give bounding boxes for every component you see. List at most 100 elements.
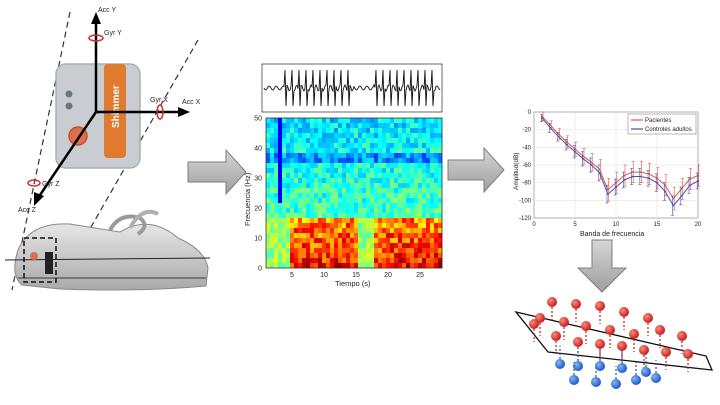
spectrogram-cell bbox=[298, 163, 303, 169]
spectrogram-cell bbox=[342, 153, 347, 159]
spectrogram-cell bbox=[410, 233, 415, 239]
spectrogram-cell bbox=[394, 203, 399, 209]
spectrogram-cell bbox=[410, 258, 415, 264]
spectrogram-cell bbox=[314, 263, 319, 269]
flow-arrow-2 bbox=[447, 146, 505, 194]
spectrogram-cell bbox=[430, 148, 435, 154]
spectrogram-cell bbox=[302, 223, 307, 229]
spectrogram-cell bbox=[430, 158, 435, 164]
spectrogram-cell bbox=[274, 248, 279, 254]
spectrogram-cell bbox=[322, 168, 327, 174]
spectrogram-cell bbox=[270, 203, 275, 209]
spectrogram-cell bbox=[390, 238, 395, 244]
spectrogram-cell bbox=[298, 243, 303, 249]
spectrogram-cell bbox=[302, 128, 307, 134]
spectrogram-cell bbox=[374, 248, 379, 254]
spectrogram-cell bbox=[310, 123, 315, 129]
spectrogram-cell bbox=[402, 243, 407, 249]
spectrogram-cell bbox=[390, 163, 395, 169]
spectrogram-cell bbox=[406, 173, 411, 179]
spectrogram-cell bbox=[314, 168, 319, 174]
spectrogram-cell bbox=[350, 178, 355, 184]
spectrogram-cell bbox=[350, 203, 355, 209]
spectrogram-cell bbox=[274, 238, 279, 244]
spectrogram-cell bbox=[270, 248, 275, 254]
spectrogram-cell bbox=[366, 228, 371, 234]
spectrogram-cell bbox=[374, 173, 379, 179]
spectrogram-cell bbox=[278, 223, 283, 229]
spectrogram-cell bbox=[346, 173, 351, 179]
spectrogram-cell bbox=[370, 178, 375, 184]
spectrogram-cell bbox=[274, 178, 279, 184]
spectrogram-cell bbox=[290, 263, 295, 269]
spectrogram-cell bbox=[282, 118, 287, 124]
spectrogram-cell bbox=[362, 168, 367, 174]
spectrogram-cell bbox=[310, 208, 315, 214]
spectrogram-cell bbox=[390, 148, 395, 154]
spectrogram-cell bbox=[394, 128, 399, 134]
spectrogram-cell bbox=[350, 218, 355, 224]
spectrogram-cell bbox=[314, 183, 319, 189]
spectrogram-cell bbox=[426, 218, 431, 224]
spectrogram-cell bbox=[290, 143, 295, 149]
spectrogram-cell bbox=[418, 238, 423, 244]
spectrogram-cell bbox=[306, 193, 311, 199]
spectrogram-cell bbox=[410, 148, 415, 154]
spectrogram-cell bbox=[398, 243, 403, 249]
spectrogram-cell bbox=[370, 253, 375, 259]
spectrogram-cell bbox=[274, 203, 279, 209]
chart-x-tick: 0 bbox=[532, 222, 536, 228]
class-point-red bbox=[643, 313, 653, 323]
spectrogram-cell bbox=[290, 258, 295, 264]
data-point bbox=[565, 141, 568, 143]
spectrogram-cell bbox=[386, 238, 391, 244]
spectrogram-cell bbox=[390, 218, 395, 224]
spectrogram-cell bbox=[266, 213, 271, 219]
spectrogram-cell bbox=[358, 233, 363, 239]
spectrogram-cell bbox=[322, 213, 327, 219]
spectrogram-cell bbox=[406, 158, 411, 164]
spectrogram-cell bbox=[278, 173, 283, 179]
spectrogram-cell bbox=[306, 243, 311, 249]
spectrogram-cell bbox=[266, 188, 271, 194]
spectrogram-cell bbox=[402, 148, 407, 154]
spectrogram-cell bbox=[358, 253, 363, 259]
spectrogram-cell bbox=[350, 223, 355, 229]
spectrogram-cell bbox=[290, 198, 295, 204]
spectrogram-cell bbox=[362, 133, 367, 139]
spectrogram-cell bbox=[414, 163, 419, 169]
spectrogram-cell bbox=[386, 118, 391, 124]
spectrogram-cell bbox=[282, 133, 287, 139]
spectrogram-cell bbox=[430, 178, 435, 184]
spectrogram-cell bbox=[422, 193, 427, 199]
spectrogram-cell bbox=[370, 223, 375, 229]
spectrogram-cell bbox=[302, 253, 307, 259]
spectrogram-cell bbox=[374, 223, 379, 229]
gyr-y-rotation-icon bbox=[88, 34, 104, 42]
spectrogram-cell bbox=[334, 128, 339, 134]
spectrogram-cell bbox=[306, 178, 311, 184]
spectrogram-cell bbox=[286, 228, 291, 234]
spectrogram-cell bbox=[398, 123, 403, 129]
spectrogram-cell bbox=[438, 258, 443, 264]
spectrogram-cell bbox=[406, 188, 411, 194]
spectrogram-cell bbox=[358, 238, 363, 244]
spectrogram-cell bbox=[390, 118, 395, 124]
spectrogram-cell bbox=[366, 203, 371, 209]
spectrogram-cell bbox=[294, 143, 299, 149]
spectrogram-cell bbox=[394, 213, 399, 219]
axis-x-arrowhead bbox=[178, 107, 190, 117]
spectrogram-cell bbox=[338, 213, 343, 219]
spectrogram-cell bbox=[294, 248, 299, 254]
spectrogram-panel: 50 40 30 20 10 0 5 10 15 20 25 Frecuencia (Hz) Ti… bbox=[243, 63, 443, 288]
spectrogram-cell bbox=[394, 133, 399, 139]
spectrogram-cell bbox=[422, 213, 427, 219]
spectrogram-cell bbox=[374, 208, 379, 214]
spectrogram-cell bbox=[342, 233, 347, 239]
spectrogram-cell bbox=[382, 178, 387, 184]
class-point-red bbox=[595, 339, 605, 349]
spectrogram-cell bbox=[422, 143, 427, 149]
spectrogram-cell bbox=[330, 243, 335, 249]
spectrogram-cell bbox=[322, 218, 327, 224]
spectrogram-cell bbox=[302, 118, 307, 124]
